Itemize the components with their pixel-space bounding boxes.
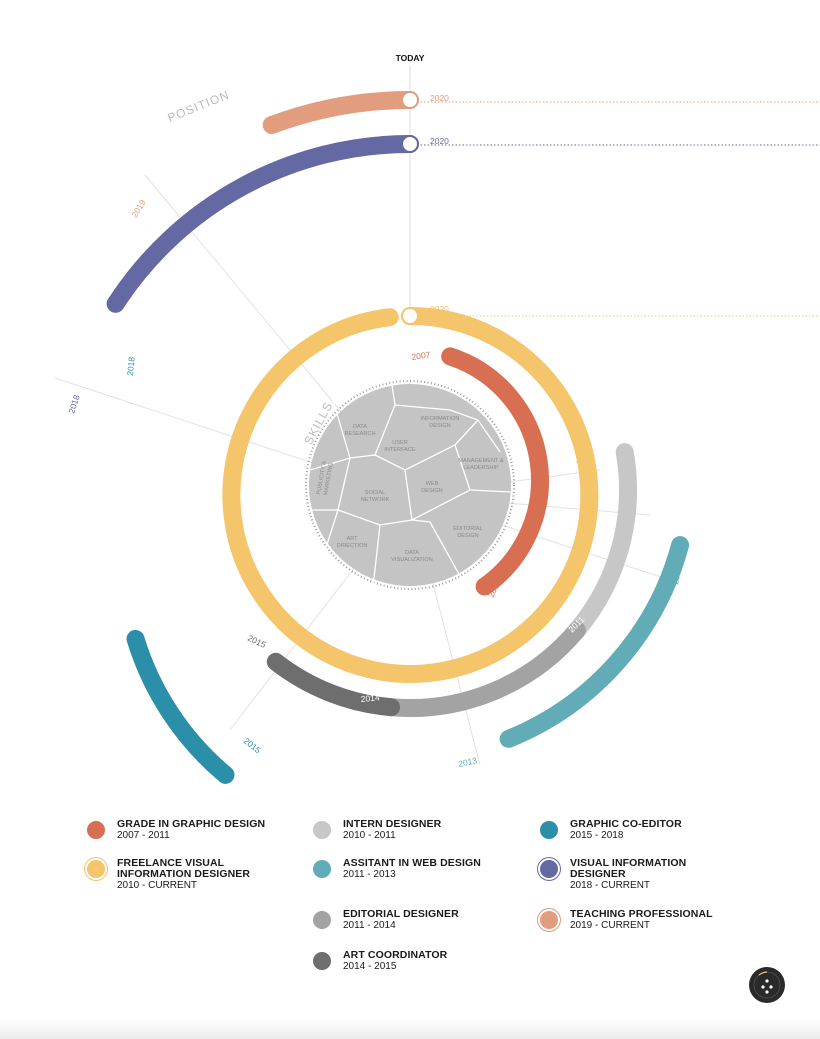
legend-text: ART COORDINATOR 2014 - 2015: [343, 949, 448, 973]
legend-swatch: [313, 952, 331, 970]
skill-label: DATA VISUALIZATION: [391, 550, 433, 563]
skill-label: USER INTERFACE: [384, 440, 416, 453]
arc-teaching: [262, 91, 419, 134]
skill-label: WEB DESIGN: [421, 481, 442, 494]
skills-voronoi-lines: [309, 384, 512, 588]
brand-logo-icon: [749, 967, 785, 1003]
arc-freelance: [222, 307, 599, 683]
legend-title: EDITORIAL DESIGNER: [343, 908, 459, 920]
skill-label: INFORMATION DESIGN: [421, 416, 460, 429]
skill-label: SOCIAL NETWORK: [361, 490, 390, 503]
legend-item: ASSITANT IN WEB DESIGN 2011 - 2013: [313, 858, 481, 880]
arc-editorial: [382, 621, 586, 717]
position-arcs: [106, 91, 690, 784]
position-section-label: POSITION: [166, 88, 232, 125]
legend-swatch: [313, 821, 331, 839]
bottom-shadow: [0, 1018, 820, 1039]
legend-swatch: [87, 821, 105, 839]
arc-visual-info: [106, 135, 419, 313]
legend-title: GRAPHIC CO-EDITOR: [570, 818, 682, 830]
skill-label: PUBLICITY &MARKETING: [316, 460, 335, 496]
legend-text: GRAPHIC CO-EDITOR 2015 - 2018: [570, 818, 682, 842]
arc-assistant-web: [499, 536, 690, 748]
year-label-freelance-start: 2010: [574, 445, 587, 466]
legend-range: 2011 - 2013: [343, 869, 396, 880]
year-label-editorial-end: 2014: [360, 692, 380, 704]
legend-range: 2019 - CURRENT: [570, 920, 651, 931]
legend-item: INTERN DESIGNER 2010 - 2011: [313, 819, 441, 841]
year-label-assistant-web-start: 2011: [670, 565, 683, 585]
legend-range: 2007 - 2011: [117, 830, 170, 841]
legend-text: INTERN DESIGNER 2010 - 2011: [343, 818, 442, 842]
legend-swatch: [313, 860, 331, 878]
legend-item: GRADE IN GRAPHIC DESIGN 2007 - 2011: [87, 819, 265, 841]
skills-disc-fill: [309, 384, 511, 586]
year-label-grade-start: 2007: [411, 349, 431, 362]
legend-item: GRAPHIC CO-EDITOR 2015 - 2018: [540, 819, 682, 841]
legend-range: 2011 - 2014: [343, 920, 396, 931]
skills-disc: DATA RESEARCH INFORMATION DESIGN USER INTERFA…: [305, 380, 515, 590]
year-label-freelance-end: 2020: [430, 304, 449, 314]
legend-item: ART COORDINATOR 2014 - 2015: [313, 950, 447, 972]
year-label-teaching-end: 2020: [430, 93, 449, 103]
legend-item: FREELANCE VISUAL INFORMATION DESIGNER 201…: [87, 858, 267, 891]
arc-end-marker-visual-info: [401, 135, 419, 153]
arc-end-marker-freelance: [401, 307, 419, 325]
arc-art-coordinator: [266, 652, 400, 717]
legend-title: ASSITANT IN WEB DESIGN: [343, 857, 481, 869]
skill-labels: DATA RESEARCH INFORMATION DESIGN USER INTERFA…: [316, 416, 504, 563]
legend-item: EDITORIAL DESIGNER 2011 - 2014: [313, 909, 459, 931]
skill-label: ART DIRECTION: [337, 536, 368, 549]
legend-swatch: [540, 911, 558, 929]
arc-intern: [568, 443, 637, 640]
arc-graphic-coeditor: [126, 629, 235, 784]
today-label: TODAY: [396, 53, 425, 63]
legend-range: 2010 - 2011: [343, 830, 396, 841]
arc-end-marker-teaching: [401, 91, 419, 109]
legend-text: EDITORIAL DESIGNER 2011 - 2014: [343, 908, 459, 932]
legend-title: GRADE IN GRAPHIC DESIGN: [117, 818, 266, 830]
legend-item: VISUAL INFORMATION DESIGNER 2018 - CURREN…: [540, 858, 720, 891]
legend-text: GRADE IN GRAPHIC DESIGN 2007 - 2011: [117, 818, 266, 842]
legend-text: ASSITANT IN WEB DESIGN 2011 - 2013: [343, 857, 481, 881]
legend-title: INTERN DESIGNER: [343, 818, 442, 830]
arc-grade: [441, 347, 549, 596]
legend-swatch: [540, 860, 558, 878]
year-label-art-coordinator-start: 2015: [246, 633, 268, 650]
legend-text: FREELANCE VISUAL INFORMATION DESIGNER 201…: [117, 857, 267, 892]
year-label-visual-info-end: 2020: [430, 136, 449, 146]
legend-range: 2010 - CURRENT: [117, 880, 198, 891]
legend-swatch: [313, 911, 331, 929]
legend-swatch: [540, 821, 558, 839]
year-label-visual-info-start: 2018: [66, 393, 81, 414]
legend-range: 2018 - CURRENT: [570, 880, 651, 891]
year-label-teaching-start: 2019: [129, 197, 148, 219]
legend-title: VISUAL INFORMATION DESIGNER: [570, 857, 687, 880]
skill-label: DATA RESEARCH: [344, 424, 375, 437]
legend-swatch: [87, 860, 105, 878]
skill-label: EDITORIAL DESIGN: [453, 526, 482, 539]
skill-label: MANAGEMENT & LEADERSHIP: [458, 458, 504, 471]
legend-title: TEACHING PROFESSIONAL: [570, 908, 713, 920]
skills-dotted-ring: [305, 380, 515, 590]
year-label-graphic-coeditor-end: 2015: [242, 736, 263, 756]
year-label-graphic-coeditor-start: 2018: [125, 356, 137, 376]
legend-title: FREELANCE VISUAL INFORMATION DESIGNER: [117, 857, 251, 880]
year-label-intern-start: 2010: [620, 467, 633, 488]
legend-range: 2014 - 2015: [343, 961, 397, 972]
legend-text: TEACHING PROFESSIONAL 2019 - CURRENT: [570, 908, 713, 932]
legend-title: ART COORDINATOR: [343, 949, 448, 961]
legend-text: VISUAL INFORMATION DESIGNER 2018 - CURREN…: [570, 857, 720, 892]
legend-range: 2015 - 2018: [570, 830, 624, 841]
year-label-assistant-web-end: 2013: [457, 755, 478, 769]
legend-item: TEACHING PROFESSIONAL 2019 - CURRENT: [540, 909, 713, 931]
